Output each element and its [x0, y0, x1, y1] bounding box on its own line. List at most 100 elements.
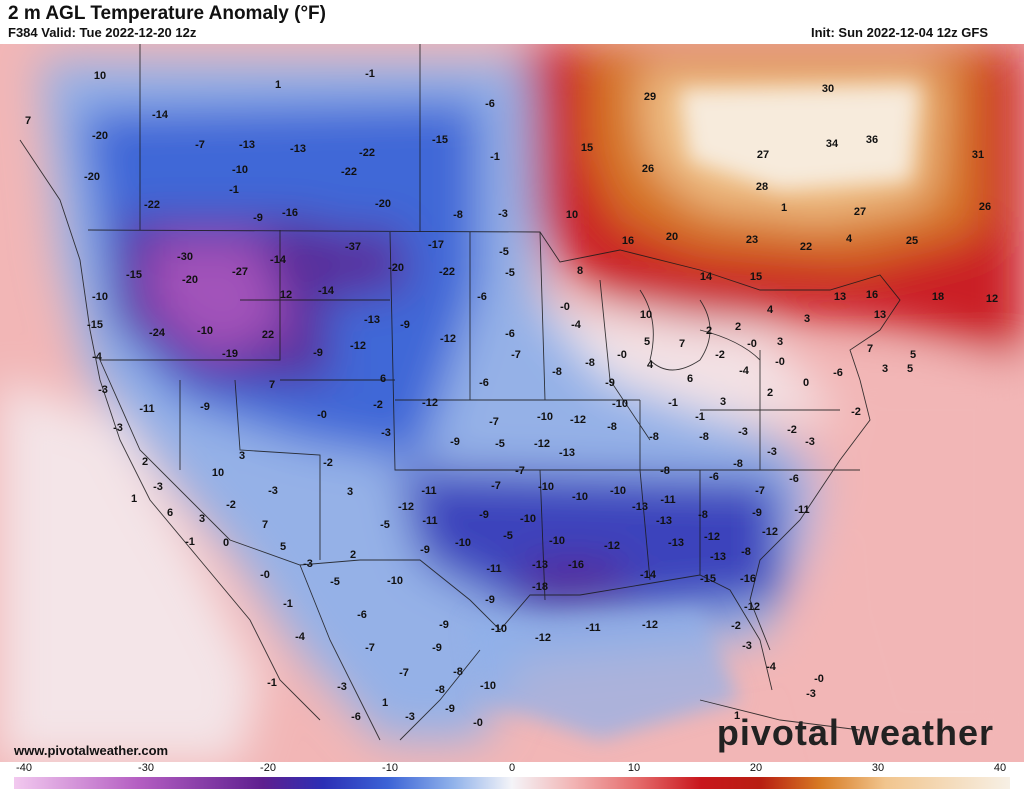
anomaly-label: 2 — [350, 549, 356, 561]
anomaly-label: -10 — [537, 411, 553, 423]
anomaly-label: 10 — [640, 309, 652, 321]
anomaly-label: 6 — [687, 373, 693, 385]
anomaly-label: -3 — [405, 711, 415, 723]
anomaly-label: -0 — [617, 349, 627, 361]
color-legend: -40 -30 -20 -10 0 10 20 30 40 — [0, 762, 1024, 791]
anomaly-map[interactable]: 10 -1 1 -14 7 -7 -13 -20 -13 -22 -22 -10 -20 -1 -20 -22… — [0, 44, 1024, 762]
legend-tick: 20 — [749, 762, 763, 774]
anomaly-label: 3 — [239, 450, 245, 462]
anomaly-label: -6 — [833, 367, 843, 379]
anomaly-label: -4 — [739, 365, 750, 377]
anomaly-label: -1 — [229, 184, 239, 196]
anomaly-label: -5 — [503, 530, 513, 542]
website-url[interactable]: www.pivotalweather.com — [14, 743, 169, 758]
anomaly-label: -12 — [534, 438, 550, 450]
anomaly-label: -10 — [491, 623, 507, 635]
anomaly-label: -2 — [715, 349, 725, 361]
anomaly-label: -12 — [398, 501, 414, 513]
anomaly-label: -8 — [607, 421, 617, 433]
anomaly-label: -0 — [473, 717, 483, 729]
anomaly-label: -13 — [364, 314, 380, 326]
legend-tick: 0 — [508, 762, 516, 774]
anomaly-label: -7 — [491, 480, 501, 492]
anomaly-label: -8 — [660, 465, 670, 477]
anomaly-label: -12 — [744, 601, 760, 613]
anomaly-label: 2 — [142, 456, 148, 468]
anomaly-label: -17 — [428, 239, 444, 251]
anomaly-label: 10 — [94, 70, 106, 82]
anomaly-label: -22 — [144, 199, 160, 211]
anomaly-label: -15 — [700, 573, 716, 585]
anomaly-label: -22 — [359, 147, 375, 159]
anomaly-label: -12 — [604, 540, 620, 552]
anomaly-label: -13 — [668, 537, 684, 549]
anomaly-label: 15 — [750, 271, 762, 283]
anomaly-label: 23 — [746, 234, 758, 246]
anomaly-label: -9 — [400, 319, 410, 331]
anomaly-label: 4 — [647, 359, 654, 371]
anomaly-label: -6 — [485, 98, 495, 110]
anomaly-label: -8 — [435, 684, 445, 696]
anomaly-label: -8 — [453, 666, 463, 678]
anomaly-label: -11 — [139, 403, 154, 415]
anomaly-label: -12 — [642, 619, 658, 631]
header: 2 m AGL Temperature Anomaly (°F) F384 Va… — [0, 0, 1024, 44]
anomaly-label: -14 — [318, 285, 335, 297]
anomaly-label: 13 — [874, 309, 886, 321]
anomaly-label: 15 — [581, 142, 593, 154]
anomaly-label: -10 — [520, 513, 536, 525]
anomaly-label: -9 — [445, 703, 455, 715]
anomaly-label: -16 — [740, 573, 756, 585]
anomaly-label: 26 — [979, 201, 991, 213]
anomaly-label: -0 — [814, 673, 824, 685]
anomaly-label: 1 — [382, 697, 388, 709]
anomaly-label: -12 — [535, 632, 551, 644]
anomaly-label: -8 — [741, 546, 751, 558]
anomaly-label: -9 — [420, 544, 430, 556]
anomaly-label: -1 — [490, 151, 500, 163]
anomaly-label: -7 — [399, 667, 409, 679]
anomaly-label: -3 — [767, 446, 777, 458]
anomaly-label: 6 — [380, 373, 386, 385]
anomaly-label: -2 — [851, 406, 861, 418]
anomaly-label: 26 — [642, 163, 654, 175]
anomaly-label: -37 — [345, 241, 361, 253]
anomaly-label: -2 — [787, 424, 797, 436]
anomaly-label: -5 — [380, 519, 390, 531]
anomaly-label: 29 — [644, 91, 656, 103]
anomaly-label: 31 — [972, 149, 984, 161]
anomaly-label: 3 — [347, 486, 353, 498]
anomaly-label: 2 — [767, 387, 773, 399]
brand-logo: pivotal weather — [716, 712, 994, 753]
legend-ticks: -40 -30 -20 -10 0 10 20 30 40 — [0, 762, 1024, 776]
anomaly-label: -12 — [570, 414, 586, 426]
anomaly-label: 7 — [269, 379, 275, 391]
anomaly-label: 28 — [756, 181, 768, 193]
anomaly-label: -9 — [752, 507, 762, 519]
anomaly-label: 34 — [826, 138, 839, 150]
anomaly-label: -13 — [290, 143, 306, 155]
anomaly-label: -24 — [149, 327, 166, 339]
anomaly-label: -9 — [200, 401, 210, 413]
anomaly-label: -0 — [317, 409, 327, 421]
anomaly-label: 10 — [212, 467, 224, 479]
anomaly-label: -9 — [313, 347, 323, 359]
legend-tick: -30 — [138, 762, 154, 774]
anomaly-label: -13 — [656, 515, 672, 527]
anomaly-label: -5 — [505, 267, 515, 279]
anomaly-label: -5 — [495, 438, 505, 450]
anomaly-label: -10 — [197, 325, 213, 337]
anomaly-label: -10 — [387, 575, 403, 587]
anomaly-label: -9 — [439, 619, 449, 631]
anomaly-label: -10 — [572, 491, 588, 503]
anomaly-label: -2 — [226, 499, 236, 511]
anomaly-label: 7 — [867, 343, 873, 355]
anomaly-label: 4 — [846, 233, 853, 245]
anomaly-label: -10 — [549, 535, 565, 547]
legend-tick: 30 — [871, 762, 885, 774]
anomaly-label: 16 — [622, 235, 634, 247]
anomaly-label: -11 — [421, 485, 436, 497]
anomaly-label: -5 — [499, 246, 509, 258]
anomaly-label: 13 — [834, 291, 846, 303]
anomaly-label: 27 — [854, 206, 866, 218]
